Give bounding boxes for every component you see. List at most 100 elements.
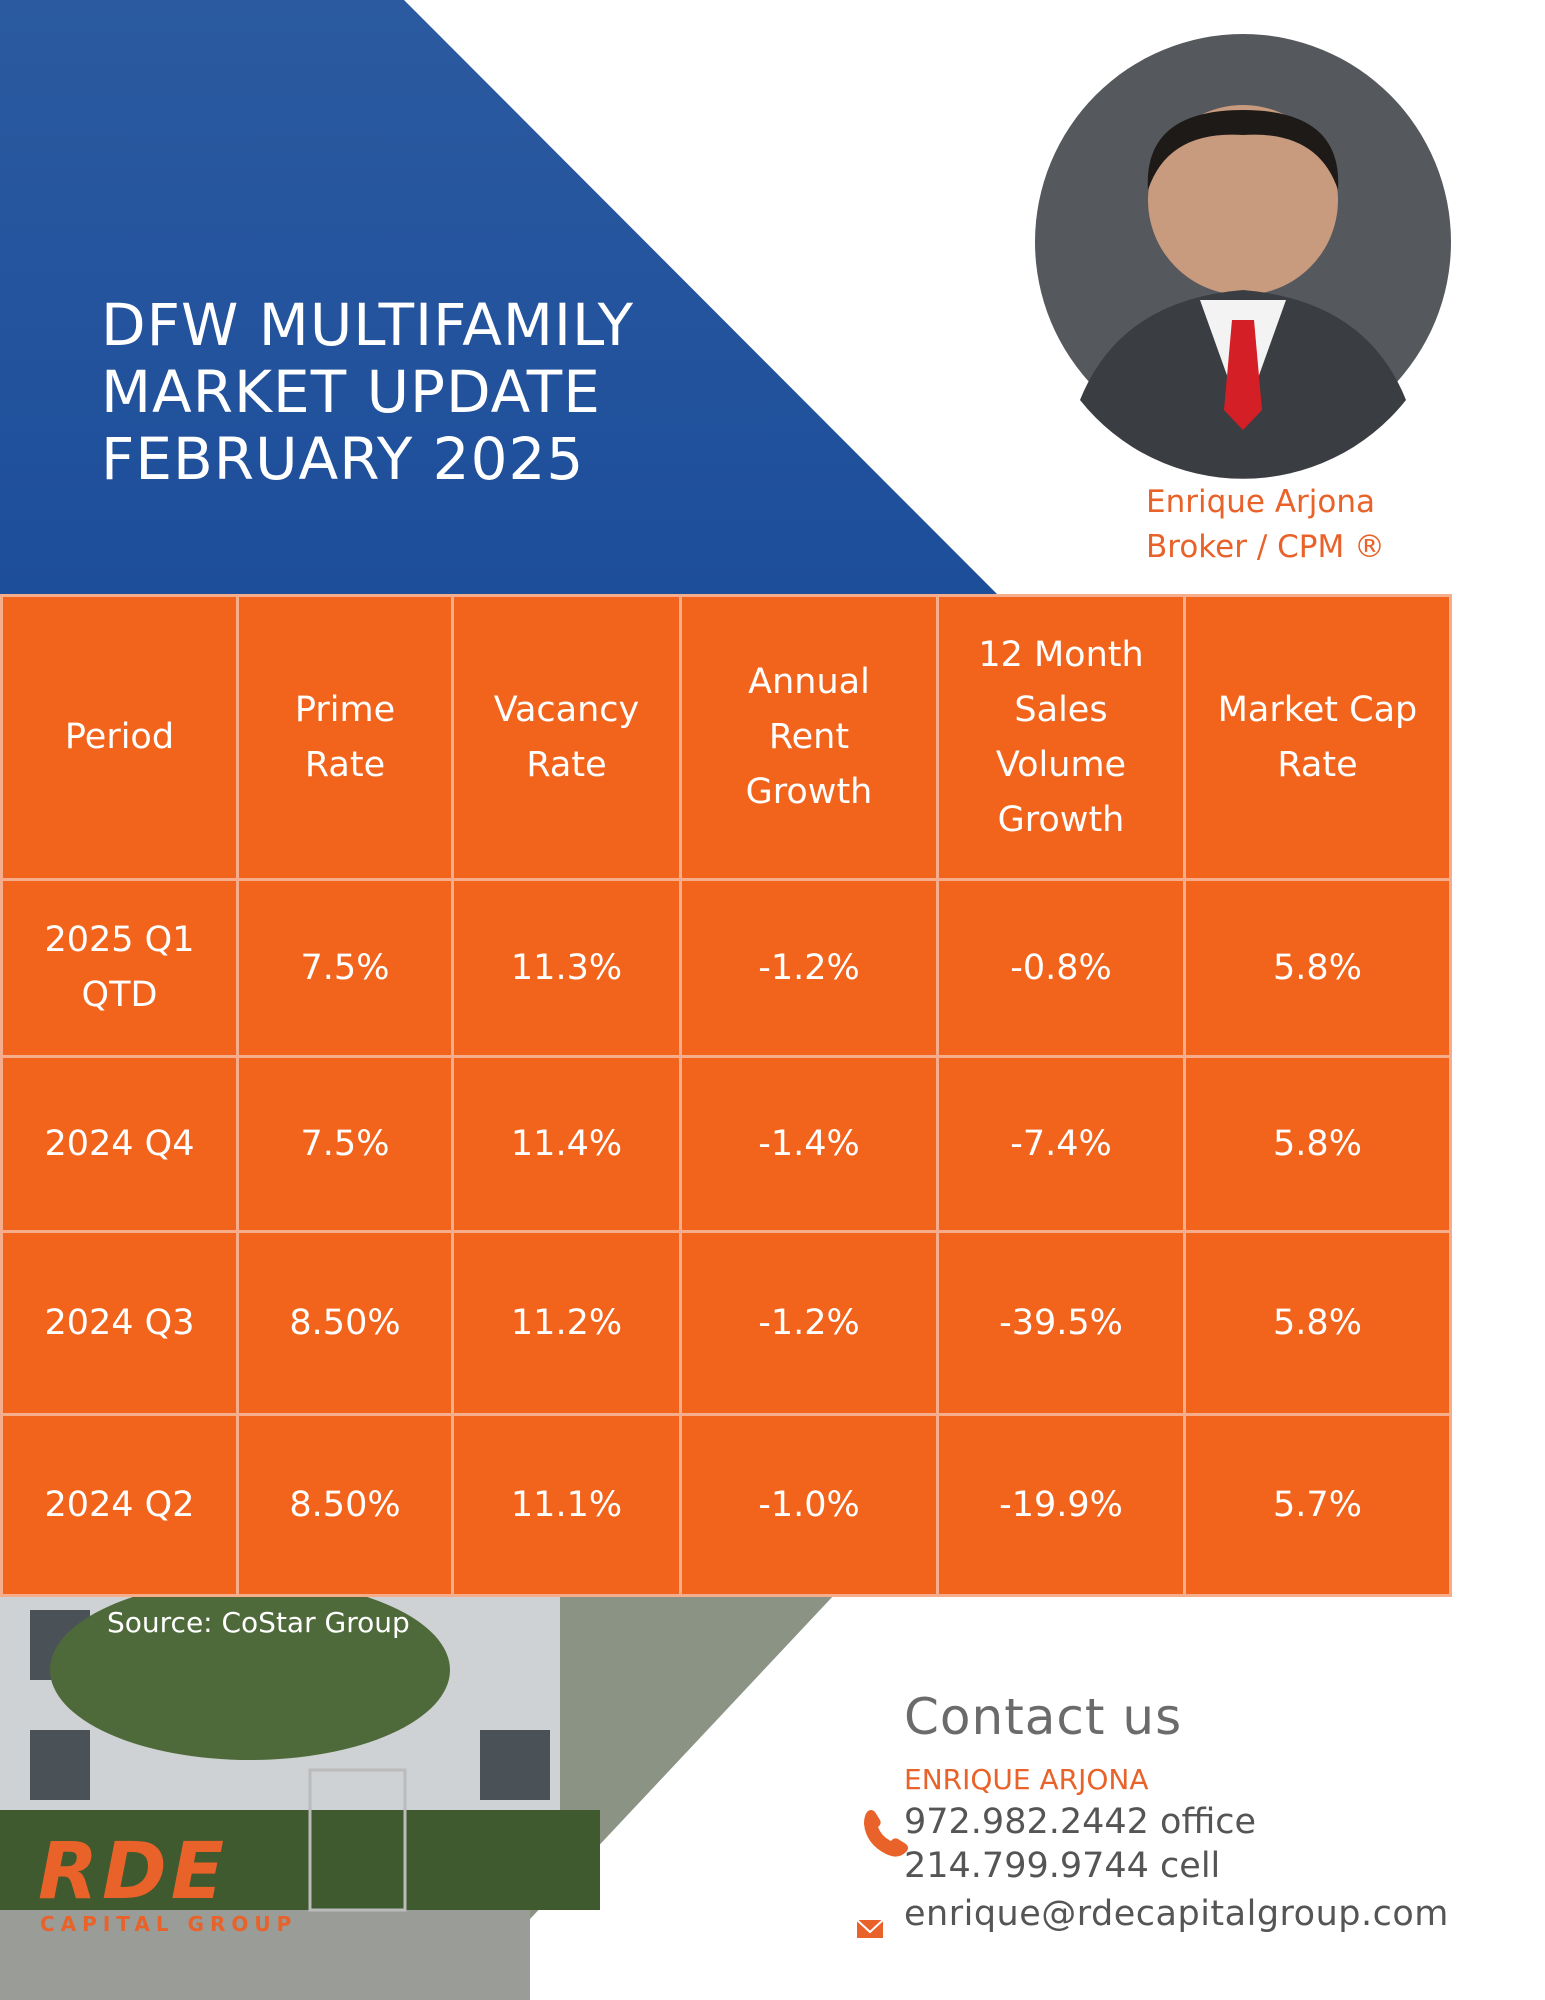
value: -1.4% [758,1123,860,1164]
value: 11.3% [510,947,623,988]
header-row: Period Prime Rate Vacancy Rate Annual Rent Grow… [0,594,1452,881]
header-line: Vacancy [493,689,640,730]
value: 11.4% [510,1123,623,1164]
cell: -1.2% [679,878,939,1058]
contact-heading: Contact us [904,1688,1183,1746]
header-line: Growth [997,799,1125,840]
cell: -0.8% [936,878,1186,1058]
value: 5.8% [1273,947,1362,988]
email-icon [857,1920,883,1938]
value: -39.5% [999,1302,1123,1343]
logo-subtitle: CAPITAL GROUP [40,1912,298,1936]
value: 8.50% [289,1302,401,1343]
value: 5.7% [1273,1484,1362,1525]
cell: 8.50% [236,1413,454,1597]
logo-mark: RDE [38,1827,229,1917]
contact-phone-cell: 214.799.9744 cell [904,1846,1221,1886]
value: 8.50% [289,1484,401,1525]
cell: -1.0% [679,1413,939,1597]
header-line: Market Cap [1217,689,1418,730]
hedge [0,1810,600,1910]
cell: 7.5% [236,1055,454,1233]
period: 2024 Q3 [44,1302,195,1343]
value: 7.5% [300,1123,390,1164]
cell: 2024 Q4 [0,1055,239,1233]
value: -0.8% [1010,947,1112,988]
profile-tie [1224,320,1262,430]
logo-building [308,1768,407,1912]
value: 11.1% [510,1484,623,1525]
value: -1.0% [758,1484,860,1525]
header-cell: Market Cap Rate [1183,594,1452,881]
title-line: DFW MULTIFAMILY [101,291,635,359]
value: -1.2% [758,947,860,988]
value: -1.2% [758,1302,860,1343]
title-line: MARKET UPDATE [101,358,601,426]
header-line: Rent [768,717,850,757]
window [480,1730,550,1800]
cell: -1.2% [679,1230,939,1416]
tree [50,1580,450,1760]
data-row: 2024 Q2 8.50% 11.1% -1.0% -19.9% 5.7% [0,1413,1452,1597]
profile-hair [1147,110,1339,190]
header-line: 12 Month [978,634,1144,675]
value: 5.8% [1273,1302,1362,1343]
cell: 2025 Q1 QTD [0,878,239,1058]
cell: 11.4% [451,1055,682,1233]
cell: 5.8% [1183,1230,1452,1416]
contact-phone-office: 972.982.2442 office [904,1802,1257,1842]
period: 2024 Q2 [44,1484,195,1525]
value: 7.5% [300,947,390,988]
profile-caption: Enrique Arjona Broker / CPM ® [1146,480,1385,570]
cell: 2024 Q3 [0,1230,239,1416]
blue-panel [0,0,997,594]
header-cell: Period [0,594,239,881]
period: 2024 Q4 [44,1123,195,1164]
profile-face [1148,105,1338,295]
header-line: Annual [748,662,870,702]
header-line: Rate [1277,744,1358,785]
cell: 7.5% [236,878,454,1058]
data-row: 2024 Q3 8.50% 11.2% -1.2% -39.5% 5.8% [0,1230,1452,1416]
cell: 11.1% [451,1413,682,1597]
pavement [0,1910,530,2000]
header-line: Sales [1014,689,1108,730]
cell: -19.9% [936,1413,1186,1597]
header-line: Growth [745,772,873,812]
header-line: Volume [995,744,1127,785]
cell: -7.4% [936,1055,1186,1233]
contact-email: enrique@rdecapitalgroup.com [904,1894,1449,1934]
window [30,1730,90,1800]
header-cell: Prime Rate [236,594,454,881]
cell: 8.50% [236,1230,454,1416]
period: 2025 Q1 QTD [44,920,195,1015]
value: -19.9% [999,1484,1123,1525]
data-row: 2024 Q4 7.5% 11.4% -1.4% -7.4% 5.8% [0,1055,1452,1233]
source: Source: CoStar Group [107,1606,410,1639]
value: 11.2% [510,1302,623,1343]
title-line: FEBRUARY 2025 [101,425,585,493]
cell: 5.7% [1183,1413,1452,1597]
profile-name: Enrique Arjona [1146,484,1376,520]
header-cell: Annual Rent Growth [679,594,939,881]
title: DFW MULTIFAMILY MARKET UPDATE FEBRUARY 202… [101,292,634,493]
cell: 5.8% [1183,878,1452,1058]
value: -7.4% [1010,1123,1112,1164]
header-line: Prime [294,689,396,730]
data-row: 2025 Q1 QTD 7.5% 11.3% -1.2% -0.8% 5.8% [0,878,1452,1058]
header-line: Rate [526,744,607,785]
cell: -39.5% [936,1230,1186,1416]
header-cell: Vacancy Rate [451,594,682,881]
contact-name: ENRIQUE ARJONA [904,1763,1149,1796]
cell: 11.2% [451,1230,682,1416]
cell: 5.8% [1183,1055,1452,1233]
header-line: Period [64,717,175,757]
email-icon-flap [856,1919,884,1934]
phone-icon [864,1810,908,1857]
market-table: Period Prime Rate Vacancy Rate Annual Rent Grow… [0,594,1452,1597]
cell: 2024 Q2 [0,1413,239,1597]
cell: -1.4% [679,1055,939,1233]
header-cell: 12 Month Sales Volume Growth [936,594,1186,881]
